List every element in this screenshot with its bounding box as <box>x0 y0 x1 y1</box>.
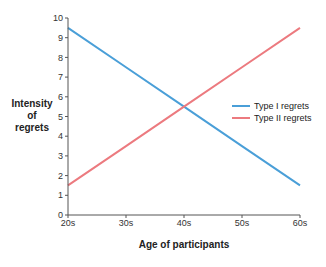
svg-text:Intensityofregrets: Intensityofregrets <box>11 98 53 133</box>
svg-text:1: 1 <box>58 190 63 200</box>
svg-text:5: 5 <box>58 112 63 122</box>
svg-text:0: 0 <box>58 210 63 220</box>
svg-text:40s: 40s <box>177 218 192 228</box>
svg-text:Age of participants: Age of participants <box>139 239 230 250</box>
svg-text:8: 8 <box>58 53 63 63</box>
svg-text:30s: 30s <box>119 218 134 228</box>
svg-text:9: 9 <box>58 33 63 43</box>
svg-text:60s: 60s <box>293 218 308 228</box>
html-text:Type I regrets: Type I regrets <box>254 101 309 111</box>
svg-text:50s: 50s <box>235 218 250 228</box>
svg-text:10: 10 <box>53 13 63 23</box>
svg-text:7: 7 <box>58 72 63 82</box>
html-text:Type II regrets: Type II regrets <box>254 113 312 123</box>
svg-text:6: 6 <box>58 92 63 102</box>
svg-text:3: 3 <box>58 151 63 161</box>
svg-text:4: 4 <box>58 131 63 141</box>
svg-text:2: 2 <box>58 171 63 181</box>
svg-text:20s: 20s <box>60 218 76 229</box>
